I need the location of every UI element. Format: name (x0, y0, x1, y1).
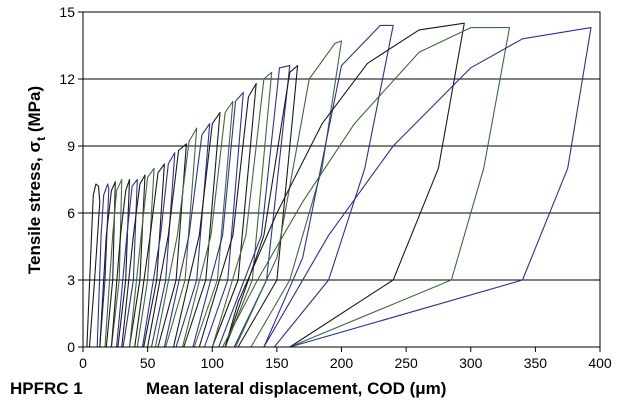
series-loop-21 (263, 24, 394, 348)
series-loop-14 (181, 100, 234, 348)
x-tick-label-6: 300 (459, 355, 483, 371)
y-axis-ticks: 0 3 6 9 12 15 (59, 4, 83, 355)
x-tick-label-1: 50 (140, 355, 156, 371)
series-loop-2 (99, 181, 116, 348)
series-loop-24 (263, 27, 592, 348)
series-loop-15 (192, 91, 244, 348)
y-tick-label-2: 6 (67, 205, 75, 221)
series-loop-6 (121, 174, 146, 348)
y-tick-label-3: 9 (67, 138, 75, 154)
series-loop-13 (172, 111, 221, 348)
series-loop-19 (224, 65, 299, 348)
y-axis-title: Tensile stress, σt (MPa) (25, 86, 48, 274)
x-tick-label-0: 0 (79, 355, 87, 371)
series-loop-4 (110, 178, 131, 348)
series-loop-12 (163, 123, 211, 348)
x-axis-title: Mean lateral displacement, COD (μm) (146, 379, 446, 398)
corner-label: HPFRC 1 (10, 379, 83, 398)
y-tick-label-0: 0 (67, 339, 75, 355)
series-loop-9 (141, 152, 176, 348)
series-group (86, 22, 592, 348)
series-loop-11 (154, 127, 198, 348)
series-loop-22 (224, 22, 465, 348)
grid-lines (83, 11, 600, 348)
x-tick-label-4: 200 (330, 355, 354, 371)
series-loop-10 (147, 143, 187, 348)
series-loop-8 (134, 163, 165, 348)
y-tick-label-1: 3 (67, 272, 75, 288)
series-loop-20 (235, 40, 343, 348)
series-loop-16 (198, 82, 257, 348)
x-tick-label-5: 250 (394, 355, 418, 371)
series-loop-3 (104, 178, 123, 348)
y-axis-title-unit: (MPa) (25, 86, 44, 137)
x-tick-label-3: 150 (265, 355, 289, 371)
series-loop-1 (96, 183, 110, 348)
x-tick-label-8: 400 (588, 355, 612, 371)
series-loop-5 (116, 178, 138, 348)
plot-area-frame (82, 11, 601, 348)
x-axis-ticks: 0 50 100 150 200 250 300 350 400 (79, 347, 612, 371)
y-tick-label-4: 12 (59, 71, 75, 87)
series-loop-0 (86, 183, 101, 348)
x-tick-label-2: 100 (201, 355, 225, 371)
y-axis-title-subscript: t (34, 137, 48, 141)
y-axis-title-main: Tensile stress, σ (25, 141, 44, 275)
x-tick-label-7: 350 (524, 355, 548, 371)
series-loop-7 (128, 167, 155, 348)
series-loop-17 (211, 71, 273, 348)
y-tick-label-5: 15 (59, 4, 75, 20)
series-loop-23 (222, 27, 511, 348)
